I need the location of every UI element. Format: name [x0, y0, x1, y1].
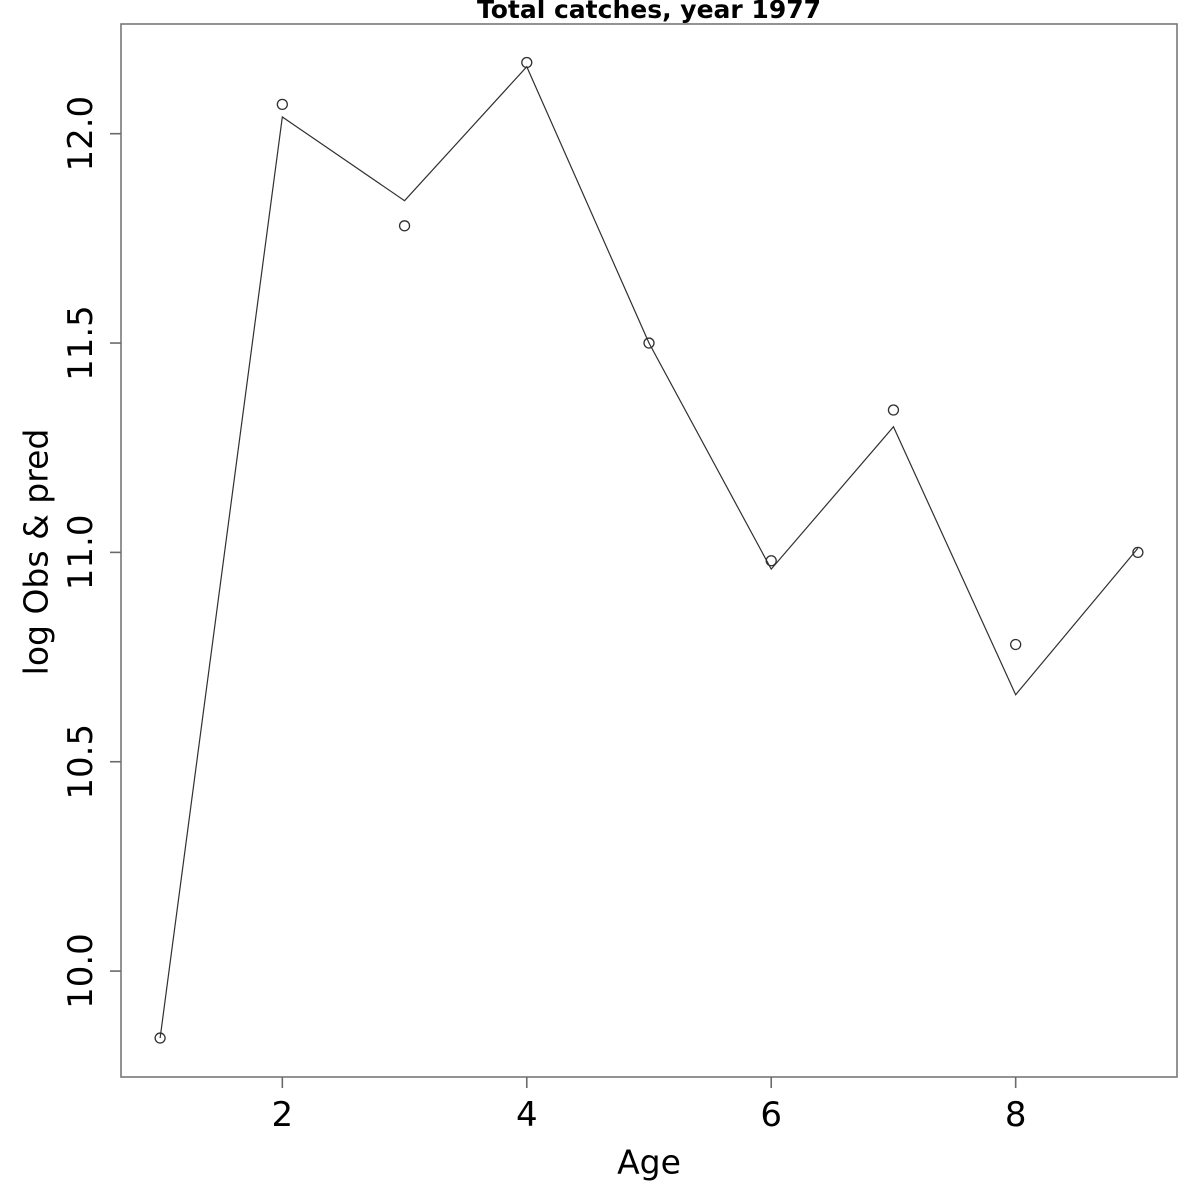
x-tick-label: 2 — [272, 1095, 294, 1135]
y-tick-label: 12.0 — [61, 96, 101, 172]
observation-point — [398, 220, 411, 232]
y-tick-label: 11.5 — [61, 305, 101, 381]
chart-title: Total catches, year 1977 — [476, 0, 822, 24]
prediction-line — [159, 65, 1139, 1039]
observation-point — [1010, 638, 1022, 651]
observation-point — [154, 1032, 166, 1044]
x-tick-label: 8 — [1005, 1095, 1027, 1135]
plot-box — [120, 23, 1178, 1078]
y-tick-label: 10.0 — [61, 933, 101, 1009]
observation-point — [643, 337, 655, 349]
y-tick-label: 11.0 — [61, 515, 101, 591]
x-tick-label: 4 — [516, 1095, 538, 1135]
x-axis-title: Age — [617, 1142, 681, 1182]
observation-point — [1132, 546, 1144, 559]
observation-point — [276, 98, 288, 111]
x-tick-label: 6 — [760, 1095, 782, 1135]
y-tick-label: 10.5 — [61, 724, 101, 800]
observation-point — [887, 404, 900, 416]
